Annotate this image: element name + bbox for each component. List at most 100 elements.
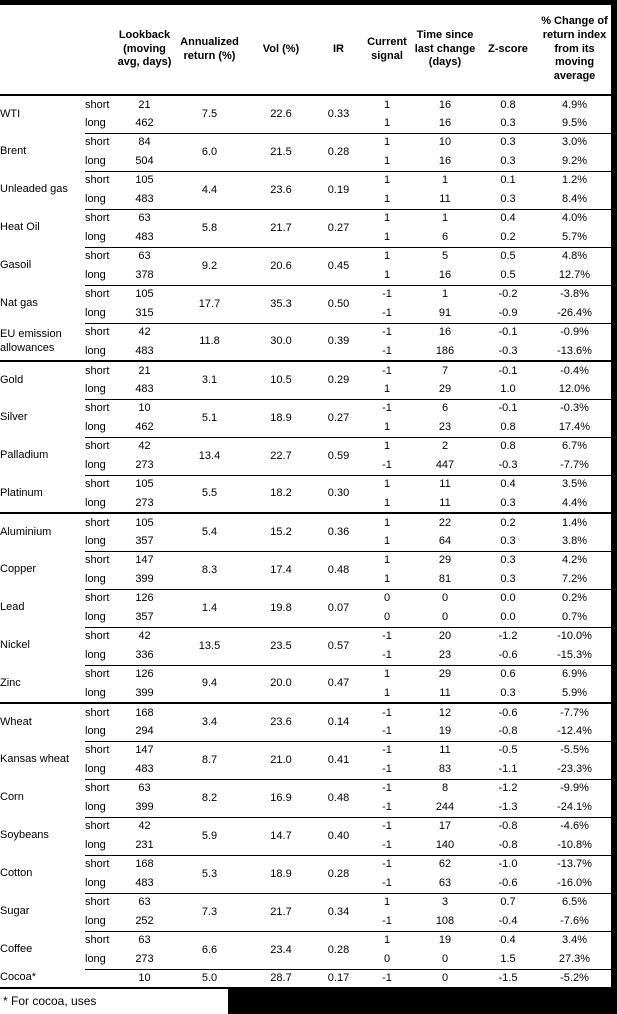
ir-cell: 0.50: [315, 284, 362, 323]
annualized-return-cell: 13.5: [172, 626, 247, 665]
horizon-cell: long: [85, 192, 106, 205]
vol-cell: 23.6: [247, 170, 315, 209]
z-score-cell: -1.2: [478, 626, 538, 646]
commodity-name-cell: EU emission allowances: [0, 328, 62, 354]
header-current-signal: Current signal: [362, 5, 412, 96]
top-border: [0, 0, 617, 5]
z-score-cell: 0.3: [500, 686, 516, 699]
vol-cell: 21.5: [247, 132, 315, 171]
table-row: Platinum short 105 5.5 18.2 0.30 1 11 0.4 3.5%: [0, 474, 611, 513]
time-since-cell: 16: [438, 268, 452, 281]
horizon-cell: short: [85, 360, 117, 380]
time-since-cell: 1: [412, 170, 478, 190]
table-row: Brent short 84 6.0 21.5 0.28 1 10 0.3 3.0%: [0, 132, 611, 171]
annualized-return-cell: 8.7: [172, 740, 247, 779]
commodity-name-cell: Wheat: [0, 702, 85, 741]
pct-change-cell: 9.2%: [561, 154, 588, 167]
signal-cell: 1: [383, 686, 391, 699]
signal-cell: 0: [362, 588, 412, 608]
time-since-cell: 1: [412, 208, 478, 228]
signal-cell: -1: [362, 854, 412, 874]
horizon-cell: long: [85, 724, 106, 737]
annualized-return-cell: 8.3: [172, 550, 247, 589]
vol-cell: 15.2: [247, 512, 315, 551]
z-score-cell: 0.3: [478, 132, 538, 152]
signal-cell: 0: [383, 952, 391, 965]
pct-change-cell: 4.8%: [538, 246, 611, 266]
lookback-cell: 273: [135, 496, 154, 509]
signal-cell: 1: [362, 436, 412, 456]
z-score-cell: 0.8: [500, 98, 516, 111]
commodity-name-cell: Aluminium: [0, 512, 85, 551]
horizon-cell: short: [85, 740, 117, 760]
commodity-name-cell: Unleaded gas: [0, 183, 68, 196]
pct-change-cell: -7.6%: [560, 914, 589, 927]
vol-cell: 14.7: [247, 816, 315, 855]
commodity-name-cell: Brent: [0, 145, 27, 158]
signal-cell: 1: [383, 154, 391, 167]
horizon-cell: long: [85, 686, 106, 699]
z-score-cell: -0.2: [478, 284, 538, 304]
pct-change-cell: 6.7%: [538, 436, 611, 456]
annualized-return-cell: 13.4: [172, 436, 247, 475]
ir-cell: 0.41: [315, 740, 362, 779]
time-since-cell: 11: [412, 474, 478, 494]
z-score-cell: -1.5: [478, 968, 538, 989]
time-since-cell: 11: [439, 496, 451, 509]
z-score-cell: 0.0: [478, 588, 538, 608]
z-score-cell: 0.6: [478, 664, 538, 684]
ir-cell: 0.47: [315, 664, 362, 703]
table-row: Sugar short 63 7.3 21.7 0.34 1 3 0.7 6.5%: [0, 892, 611, 931]
horizon-cell: long: [85, 648, 106, 661]
table-row: long 483 1 11 0.3 8.4%: [0, 190, 611, 209]
horizon-cell: short: [85, 702, 117, 722]
vol-cell: 22.6: [270, 107, 292, 120]
annualized-return-cell: 7.3: [172, 892, 247, 931]
z-score-cell: -0.9: [498, 306, 518, 319]
horizon-cell: long: [85, 762, 106, 775]
lookback-cell: 147: [117, 740, 172, 760]
horizon-cell: long: [85, 344, 106, 357]
lookback-cell: 504: [135, 154, 154, 167]
time-since-cell: 186: [435, 344, 455, 357]
horizon-cell: long: [85, 306, 106, 319]
horizon-cell: short: [85, 246, 117, 266]
pct-change-cell: 0.2%: [538, 588, 611, 608]
lookback-cell: 42: [117, 626, 172, 646]
lookback-cell: 126: [117, 664, 172, 684]
ir-cell: 0.07: [315, 588, 362, 627]
vol-cell: 20.6: [247, 246, 315, 285]
pct-change-cell: 27.3%: [558, 952, 591, 965]
z-score-cell: -0.8: [498, 838, 518, 851]
z-score-cell: -0.1: [478, 398, 538, 418]
table-row: Kansas wheat short 147 8.7 21.0 0.41 -1 11 -0.5-…: [0, 740, 611, 779]
z-score-cell: 1.5: [500, 952, 516, 965]
pct-change-cell: -5.5%: [538, 740, 611, 760]
time-since-cell: 0: [412, 968, 478, 989]
z-score-cell: -0.4: [498, 914, 518, 927]
table-row: Silver short 10 5.1 18.9 0.27 -1 6 -0.1 -0.3%: [0, 398, 611, 437]
pct-change-cell: -26.4%: [557, 306, 592, 319]
signal-cell: 1: [383, 382, 391, 395]
z-score-cell: -0.6: [478, 702, 538, 722]
annualized-return-cell: 9.2: [172, 246, 247, 285]
time-since-cell: 63: [438, 876, 452, 889]
vol-cell: 16.9: [247, 778, 315, 817]
signal-cell: -1: [382, 344, 392, 357]
horizon-cell: long: [85, 952, 106, 965]
lookback-cell: 126: [117, 588, 172, 608]
annualized-return-cell: 5.1: [172, 398, 247, 437]
time-since-cell: 29: [412, 664, 478, 684]
time-since-cell: 62: [412, 854, 478, 874]
z-score-cell: -1.0: [478, 854, 538, 874]
pct-change-cell: 1.4%: [538, 512, 611, 532]
vol-cell: 30.0: [247, 322, 315, 361]
table-row: Aluminium short 105 5.4 15.2 0.36 1 22 0.2 1.4%: [0, 512, 611, 551]
lookback-cell: 63: [117, 246, 172, 266]
vol-cell: 18.2: [247, 474, 315, 513]
pct-change-cell: -10.0%: [538, 626, 611, 646]
annualized-return-cell: 5.9: [172, 816, 247, 855]
horizon-cell: long: [85, 838, 106, 851]
time-since-cell: 12: [412, 702, 478, 722]
annualized-return-cell: 7.5: [201, 107, 218, 120]
